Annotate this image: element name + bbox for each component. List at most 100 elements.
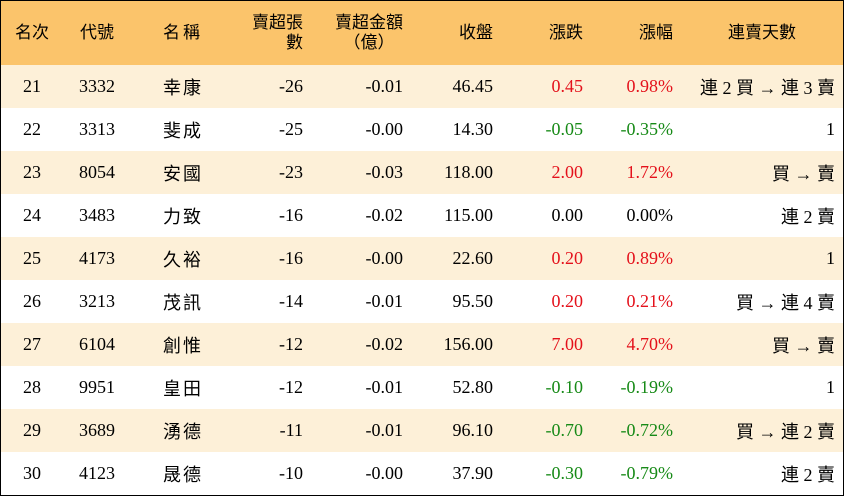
- cell-lots: -12: [279, 377, 303, 397]
- table-row: 22 3313 斐成 -25 -0.00 14.30 -0.05 -0.35% …: [1, 108, 843, 151]
- cell-amount: -0.00: [365, 463, 404, 483]
- cell-streak: 1: [826, 119, 835, 139]
- cell-change: 2.00: [551, 162, 584, 182]
- table-row: 26 3213 茂訊 -14 -0.01 95.50 0.20 0.21% 買 …: [1, 280, 843, 323]
- cell-rank: 23: [23, 162, 41, 182]
- cell-name: 安國: [163, 163, 203, 184]
- header-sold-lots: 賣超張數: [252, 13, 303, 52]
- table-row: 29 3689 湧德 -11 -0.01 96.10 -0.70 -0.72% …: [1, 409, 843, 452]
- cell-lots: -23: [279, 162, 303, 182]
- cell-name: 久裕: [163, 249, 203, 270]
- cell-amount: -0.00: [365, 248, 404, 268]
- cell-close: 115.00: [444, 205, 493, 225]
- cell-close: 118.00: [444, 162, 493, 182]
- cell-code: 8054: [79, 162, 115, 182]
- cell-streak: 連 2 賣: [781, 206, 835, 227]
- cell-change: -0.70: [545, 420, 584, 440]
- header-row: 名次 代號 名稱 賣超張數 賣超金額 （億） 收盤 漲跌 漲幅 連賣天數: [1, 1, 843, 65]
- cell-amount: -0.01: [365, 420, 404, 440]
- cell-name: 晟德: [163, 464, 203, 485]
- cell-lots: -14: [279, 291, 303, 311]
- cell-rank: 21: [23, 76, 41, 96]
- table-row: 24 3483 力致 -16 -0.02 115.00 0.00 0.00% 連…: [1, 194, 843, 237]
- table-row: 25 4173 久裕 -16 -0.00 22.60 0.20 0.89% 1: [1, 237, 843, 280]
- table-body: 21 3332 幸康 -26 -0.01 46.45 0.45 0.98% 連 …: [1, 65, 843, 495]
- cell-name: 力致: [163, 206, 203, 227]
- cell-streak: 連 2 賣: [781, 464, 835, 485]
- cell-rank: 24: [23, 205, 41, 225]
- header-pct: 漲幅: [639, 23, 673, 42]
- cell-pct: 0.98%: [626, 76, 674, 96]
- cell-code: 3483: [79, 205, 115, 225]
- header-streak: 連賣天數: [728, 23, 796, 42]
- header-rank: 名次: [15, 23, 49, 42]
- cell-lots: -10: [279, 463, 303, 483]
- cell-code: 9951: [79, 377, 115, 397]
- cell-close: 95.50: [452, 291, 494, 311]
- cell-close: 37.90: [452, 463, 494, 483]
- cell-rank: 22: [23, 119, 41, 139]
- cell-code: 3313: [79, 119, 115, 139]
- header-sold-amount-line1: 賣超金額: [335, 13, 403, 32]
- cell-name: 皇田: [163, 378, 203, 399]
- cell-streak: 1: [826, 248, 835, 268]
- cell-rank: 25: [23, 248, 41, 268]
- cell-pct: -0.35%: [620, 119, 674, 139]
- cell-close: 96.10: [452, 420, 494, 440]
- cell-amount: -0.01: [365, 76, 404, 96]
- cell-amount: -0.03: [365, 162, 404, 182]
- cell-name: 創惟: [163, 335, 203, 356]
- table-row: 27 6104 創惟 -12 -0.02 156.00 7.00 4.70% 買…: [1, 323, 843, 366]
- cell-close: 52.80: [452, 377, 494, 397]
- cell-streak: 買 → 連 4 賣: [736, 292, 835, 313]
- cell-pct: -0.19%: [620, 377, 674, 397]
- header-sold-amount-line2: （億）: [343, 33, 395, 52]
- cell-rank: 30: [23, 463, 41, 483]
- cell-pct: 0.21%: [626, 291, 674, 311]
- cell-pct: 1.72%: [626, 162, 674, 182]
- cell-rank: 27: [23, 334, 41, 354]
- table-row: 21 3332 幸康 -26 -0.01 46.45 0.45 0.98% 連 …: [1, 65, 843, 108]
- cell-lots: -16: [279, 205, 303, 225]
- cell-code: 3689: [79, 420, 115, 440]
- cell-name: 幸康: [163, 77, 203, 98]
- cell-close: 156.00: [443, 334, 494, 354]
- cell-name: 湧德: [163, 421, 203, 442]
- cell-lots: -26: [279, 76, 303, 96]
- cell-pct: -0.72%: [620, 420, 674, 440]
- cell-change: -0.10: [545, 377, 584, 397]
- header-code: 代號: [80, 23, 114, 42]
- cell-lots: -12: [279, 334, 303, 354]
- cell-streak: 買 → 賣: [772, 163, 835, 184]
- cell-change: 7.00: [551, 334, 584, 354]
- cell-amount: -0.00: [365, 119, 404, 139]
- cell-code: 6104: [79, 334, 115, 354]
- cell-streak: 買 → 連 2 賣: [736, 421, 835, 442]
- cell-code: 4123: [79, 463, 115, 483]
- cell-amount: -0.01: [365, 377, 404, 397]
- cell-close: 46.45: [452, 76, 494, 96]
- cell-pct: 4.70%: [626, 334, 674, 354]
- table-row: 30 4123 晟德 -10 -0.00 37.90 -0.30 -0.79% …: [1, 452, 843, 495]
- header-change: 漲跌: [549, 23, 583, 42]
- cell-change: 0.00: [551, 205, 584, 225]
- header-name: 名稱: [163, 23, 203, 42]
- cell-streak: 1: [826, 377, 835, 397]
- cell-change: -0.05: [545, 119, 584, 139]
- cell-streak: 買 → 賣: [772, 335, 835, 356]
- cell-amount: -0.02: [365, 334, 404, 354]
- cell-lots: -16: [279, 248, 303, 268]
- cell-pct: 0.00%: [626, 205, 674, 225]
- cell-rank: 26: [23, 291, 41, 311]
- cell-code: 3332: [79, 76, 115, 96]
- cell-pct: 0.89%: [626, 248, 674, 268]
- cell-code: 3213: [79, 291, 115, 311]
- cell-code: 4173: [79, 248, 115, 268]
- cell-name: 茂訊: [163, 292, 203, 313]
- cell-change: 0.20: [551, 291, 584, 311]
- cell-close: 22.60: [452, 248, 494, 268]
- cell-name: 斐成: [163, 120, 203, 141]
- cell-amount: -0.01: [365, 291, 404, 311]
